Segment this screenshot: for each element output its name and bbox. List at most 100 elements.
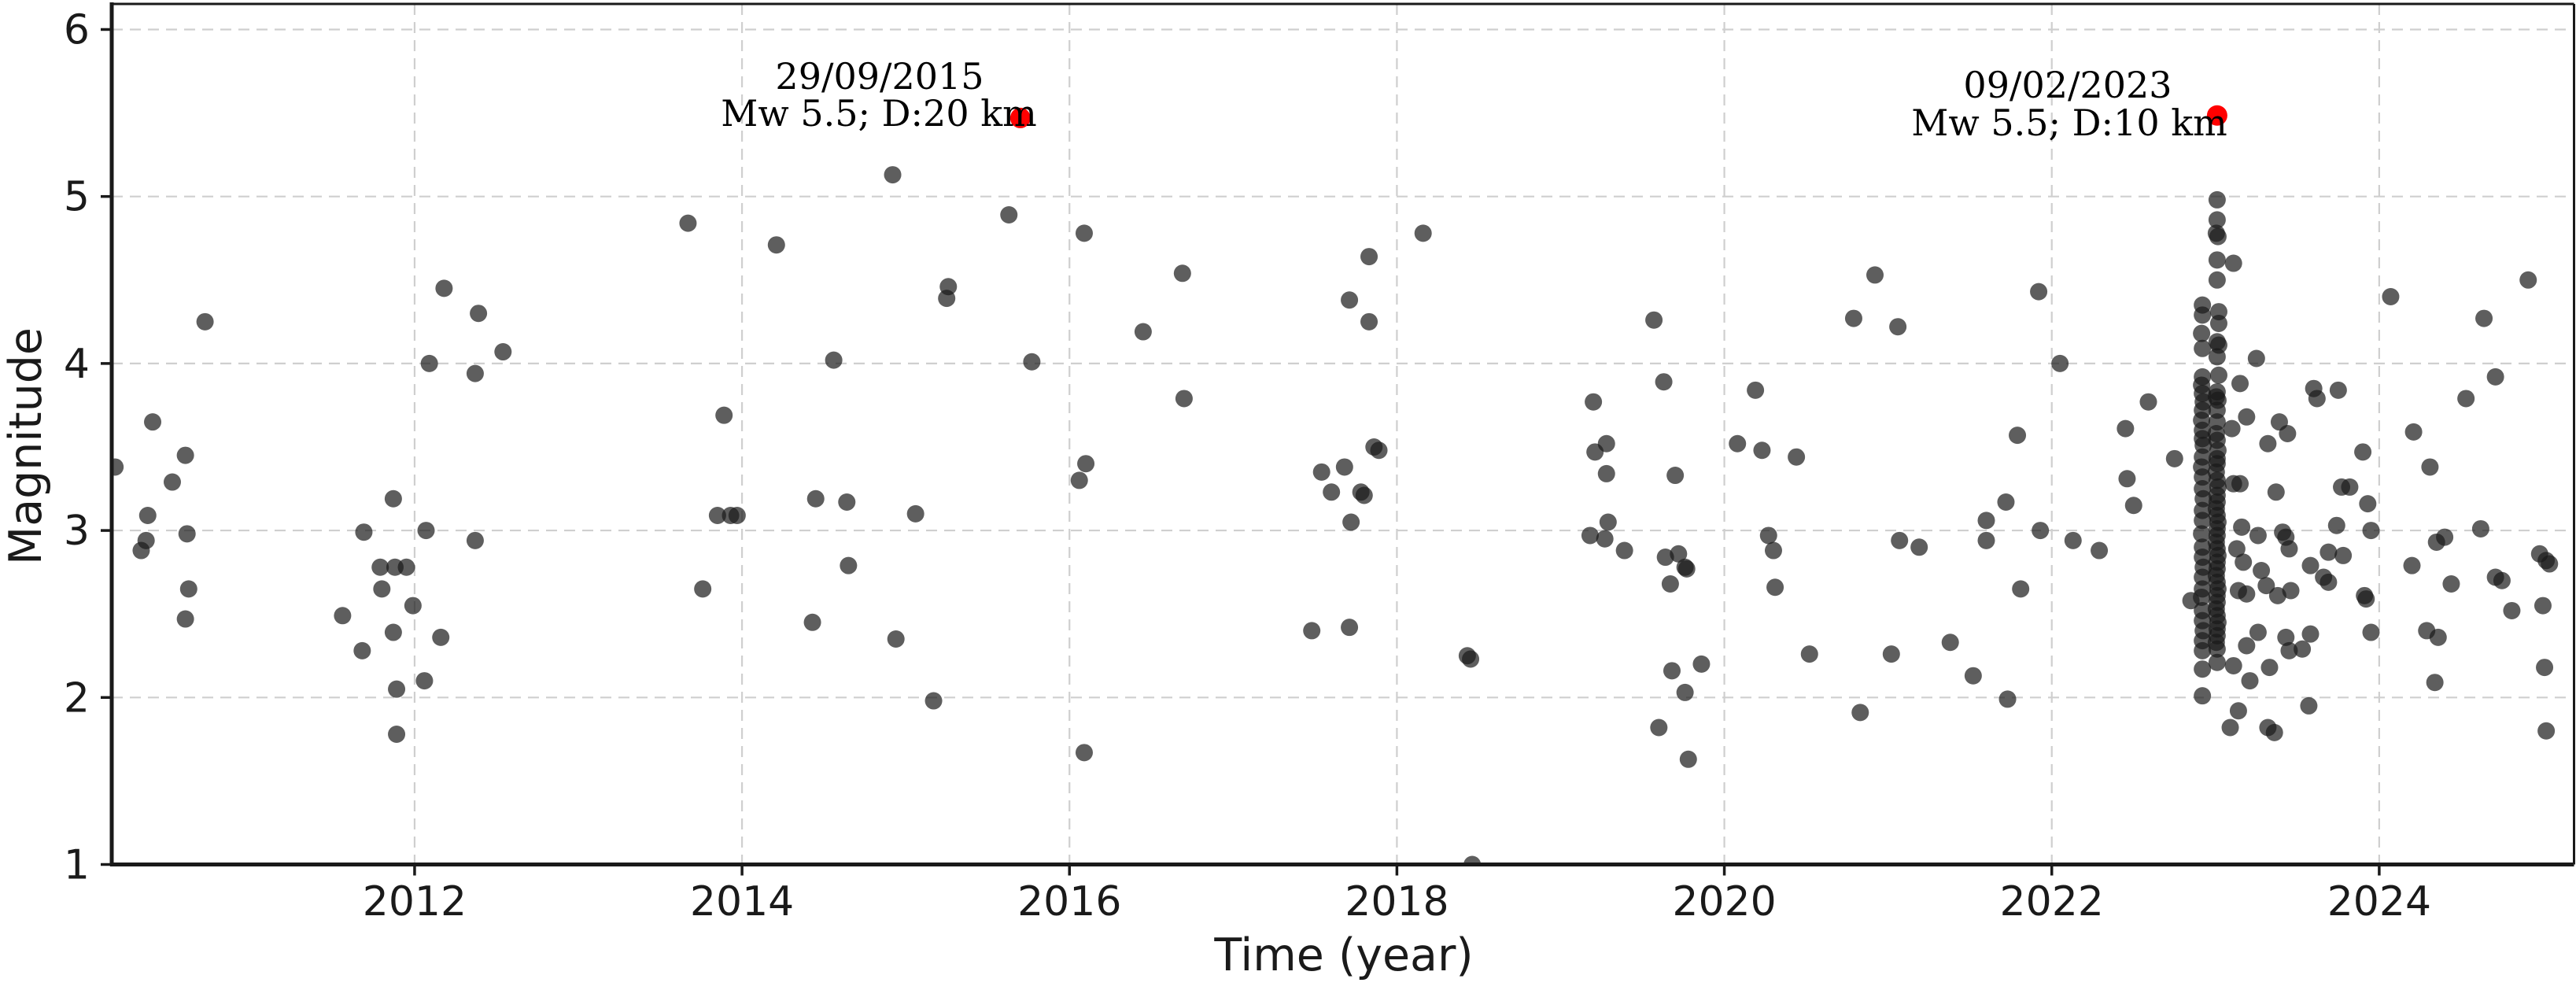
x-tick-label: 2020: [1672, 878, 1776, 925]
data-point: [1615, 541, 1633, 560]
data-point: [1175, 390, 1193, 408]
data-point: [2238, 585, 2256, 603]
data-point: [2382, 287, 2400, 305]
data-point: [2280, 540, 2298, 558]
data-point: [2436, 528, 2454, 546]
data-point: [2231, 475, 2249, 493]
data-point: [2241, 672, 2259, 690]
data-point: [2280, 641, 2298, 659]
data-point: [2259, 434, 2277, 453]
data-point: [388, 680, 406, 698]
data-point: [767, 236, 785, 254]
data-point: [2193, 525, 2211, 543]
data-point: [2442, 574, 2460, 593]
y-tick-label: 6: [64, 6, 90, 54]
data-point: [417, 522, 435, 540]
x-tick-label: 2012: [363, 878, 467, 925]
data-point: [1766, 578, 1784, 597]
x-tick-label: 2014: [690, 878, 794, 925]
y-axis-label: Magnitude: [0, 327, 52, 565]
data-point: [806, 489, 825, 508]
data-point: [1173, 264, 1191, 283]
data-point: [2224, 656, 2242, 674]
x-tick-label: 2022: [2000, 878, 2104, 925]
data-point: [1360, 248, 1378, 266]
data-point: [1977, 531, 1995, 549]
data-point: [2064, 531, 2082, 549]
data-point: [2139, 393, 2157, 411]
data-point: [2208, 251, 2226, 269]
data-point: [2221, 718, 2239, 737]
data-points-layer: [112, 105, 2559, 865]
data-point: [2194, 641, 2212, 659]
data-point: [1645, 311, 1663, 329]
data-point: [1866, 266, 1884, 284]
data-point: [1075, 224, 1093, 242]
data-point: [2257, 577, 2275, 595]
data-point: [2194, 687, 2212, 705]
y-tick-label: 5: [64, 174, 90, 221]
data-point: [2486, 368, 2504, 386]
data-point: [1370, 441, 1388, 460]
data-point: [728, 506, 746, 524]
data-point: [2193, 588, 2211, 606]
data-point: [2223, 419, 2241, 438]
data-point: [1341, 619, 1359, 637]
data-point: [373, 580, 391, 598]
data-point: [2227, 540, 2246, 558]
data-point: [694, 580, 712, 598]
data-point: [1764, 541, 1782, 560]
data-point: [2235, 553, 2253, 571]
data-point: [1585, 393, 1603, 411]
data-point: [2404, 423, 2423, 441]
data-point: [2032, 522, 2050, 540]
data-point: [1650, 718, 1668, 737]
data-point: [2208, 211, 2226, 229]
data-point: [1977, 512, 1995, 530]
data-point: [388, 725, 406, 743]
data-point: [2279, 425, 2297, 443]
data-point: [470, 305, 488, 323]
data-point: [2308, 390, 2326, 408]
data-point: [1676, 683, 1694, 701]
data-point: [2403, 556, 2421, 574]
data-point: [2209, 314, 2227, 332]
data-point: [2238, 637, 2256, 655]
data-point: [1000, 206, 1018, 224]
data-point: [2268, 586, 2286, 604]
data-point: [1677, 560, 1696, 578]
y-tick-label: 4: [64, 341, 90, 388]
data-point: [112, 458, 124, 476]
data-point: [2253, 562, 2271, 580]
data-point: [2238, 408, 2256, 426]
data-point: [415, 672, 434, 690]
annotation-2023-date: 09/02/2023: [1963, 64, 2172, 106]
data-point: [2421, 458, 2439, 476]
data-point: [2429, 628, 2447, 646]
data-point: [163, 473, 181, 491]
annotation-2015-details: Mw 5.5; D:20 km: [721, 92, 1036, 135]
data-point: [2300, 696, 2318, 715]
data-point: [838, 493, 856, 512]
data-point: [1462, 650, 1480, 668]
data-point: [1312, 463, 1330, 481]
data-point: [924, 692, 943, 710]
data-point: [2341, 478, 2359, 496]
data-point: [1134, 323, 1152, 341]
data-point: [1998, 690, 2017, 708]
data-point: [1023, 353, 1041, 371]
highlight-point: [1009, 107, 1031, 128]
data-point: [2208, 653, 2226, 671]
data-point: [1463, 855, 1482, 865]
data-point: [939, 278, 958, 296]
data-point: [1656, 549, 1674, 567]
data-point: [2209, 366, 2227, 384]
data-point: [420, 354, 438, 372]
data-point: [2247, 349, 2265, 368]
data-point: [1747, 381, 1765, 399]
data-point: [1670, 545, 1688, 563]
data-point: [2301, 556, 2320, 574]
x-axis-label: Time (year): [1213, 929, 1473, 981]
data-point: [1851, 704, 1869, 722]
